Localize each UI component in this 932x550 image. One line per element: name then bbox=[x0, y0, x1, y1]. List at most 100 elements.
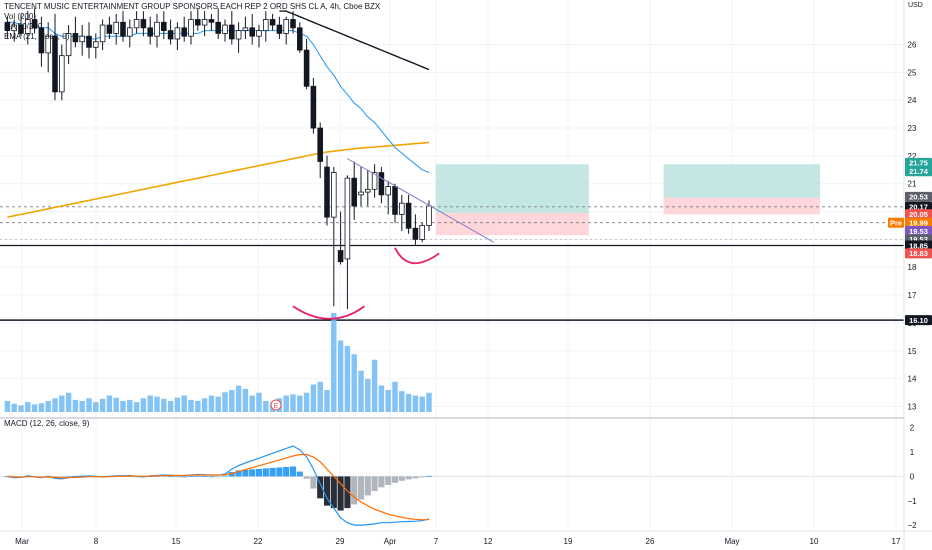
macd-histogram-bar bbox=[283, 466, 290, 477]
candle-body bbox=[120, 21, 126, 37]
candle-body bbox=[167, 30, 174, 40]
price-tag-label: 21.74 bbox=[909, 167, 929, 176]
ema-legend[interactable]: EMA (21, close, 0) bbox=[4, 32, 70, 41]
pre-market-badge bbox=[888, 217, 904, 228]
candle-body bbox=[242, 27, 249, 32]
volume-bar bbox=[93, 402, 99, 412]
ma200-path bbox=[7, 141, 430, 218]
volume-bars bbox=[4, 313, 432, 412]
macd-histogram-bar bbox=[208, 476, 215, 478]
volume-bar bbox=[18, 405, 24, 412]
earnings-marker bbox=[270, 399, 282, 411]
ma50-line bbox=[279, 10, 430, 71]
price-tag-box bbox=[905, 191, 932, 202]
ma-legend[interactable]: MA 50/200 bbox=[4, 22, 43, 31]
time-tick-label: 22 bbox=[254, 537, 263, 546]
time-tick-label: 19 bbox=[564, 537, 573, 546]
price-tick-label: 17 bbox=[908, 291, 917, 300]
macd-histogram-bar bbox=[215, 476, 222, 478]
price-tag-box bbox=[905, 315, 932, 326]
candle-body bbox=[385, 186, 391, 196]
volume-bar bbox=[378, 385, 385, 412]
candle-body bbox=[154, 21, 160, 37]
macd-histogram-bar bbox=[249, 469, 256, 477]
time-axis[interactable]: Mar 8 15 22 29 Apr 7 12 19 26 May 10 17 bbox=[0, 530, 932, 546]
volume-bar bbox=[405, 393, 412, 412]
candle-body bbox=[4, 21, 11, 32]
price-axis[interactable]: 1314151617181920212223242526210−1−221.75… bbox=[888, 0, 932, 550]
chart-title: TENCENT MUSIC ENTERTAINMENT GROUP SPONSO… bbox=[4, 2, 381, 11]
volume-bar bbox=[263, 401, 269, 412]
price-tick-label: 24 bbox=[908, 96, 917, 105]
candle-body bbox=[140, 19, 147, 29]
macd-histogram-bar bbox=[337, 476, 344, 511]
volume-legend[interactable]: Vol (200) bbox=[4, 12, 37, 21]
macd-histogram-bar bbox=[351, 476, 358, 505]
macd-histogram-bar bbox=[323, 476, 331, 506]
candle-body bbox=[337, 250, 344, 263]
volume-bar bbox=[351, 354, 357, 412]
price-tag-label: 18.85 bbox=[909, 241, 928, 250]
candle-body bbox=[59, 55, 65, 93]
volume-bar bbox=[25, 402, 31, 412]
candle-body bbox=[249, 27, 255, 37]
candle-body bbox=[161, 21, 167, 32]
ma200-line bbox=[7, 141, 430, 218]
candle-body bbox=[310, 85, 317, 129]
position-zones[interactable] bbox=[435, 164, 820, 236]
macd-histogram-bar bbox=[276, 467, 283, 477]
macd-histogram-bar bbox=[194, 475, 201, 477]
volume-bar bbox=[419, 396, 425, 412]
macd-pane bbox=[0, 417, 904, 526]
candle-body bbox=[99, 24, 106, 43]
candle-body bbox=[426, 205, 432, 226]
volume-bar bbox=[201, 398, 208, 412]
price-tag-label: 21.75 bbox=[909, 159, 928, 168]
volume-bar bbox=[99, 398, 106, 412]
macd-histogram-bar bbox=[364, 476, 371, 496]
candle-body bbox=[365, 188, 371, 193]
candle-body bbox=[222, 24, 228, 34]
earnings-marker-label: E bbox=[274, 403, 279, 410]
volume-bar bbox=[317, 381, 323, 412]
price-tag-box bbox=[905, 217, 932, 228]
macd-legend[interactable]: MACD (12, 26, close, 9) bbox=[4, 419, 90, 428]
volume-bar bbox=[337, 340, 344, 412]
candle-body bbox=[215, 21, 221, 34]
candle-body bbox=[195, 19, 201, 26]
macd-tick-label: −1 bbox=[907, 497, 917, 506]
time-tick-label: 15 bbox=[172, 537, 181, 546]
volume-bar bbox=[222, 392, 228, 412]
profit-zone bbox=[663, 164, 820, 198]
macd-histogram-bar bbox=[385, 476, 392, 485]
candle-body bbox=[399, 202, 405, 215]
horizontal-lines[interactable] bbox=[0, 206, 904, 321]
price-tag-box bbox=[905, 240, 932, 251]
time-tick-label: 7 bbox=[434, 537, 439, 546]
volume-bar bbox=[412, 395, 419, 412]
candle-body bbox=[181, 27, 187, 37]
macd-histogram-bar bbox=[65, 476, 72, 478]
macd-tick-label: 2 bbox=[910, 424, 915, 433]
time-tick-label: 26 bbox=[646, 537, 655, 546]
candle-body bbox=[38, 27, 45, 54]
bottom-arc bbox=[292, 305, 365, 320]
volume-bar bbox=[72, 399, 79, 412]
volume-bar bbox=[38, 403, 45, 412]
macd-histogram-bar bbox=[330, 476, 337, 509]
candle-body bbox=[378, 172, 385, 196]
bottom-arc bbox=[394, 247, 440, 264]
price-tag-label: 20.05 bbox=[909, 210, 928, 219]
macd-histogram-bar bbox=[425, 475, 433, 477]
macd-histogram-bar bbox=[255, 468, 263, 477]
macd-histogram-bar bbox=[269, 467, 276, 477]
volume-bar bbox=[310, 384, 317, 412]
volume-bar bbox=[106, 395, 113, 412]
macd-histogram-bar bbox=[391, 476, 399, 483]
candle-body bbox=[324, 166, 330, 218]
candle-body bbox=[79, 35, 85, 43]
user-drawings[interactable]: E bbox=[270, 158, 494, 411]
time-tick-label: Mar bbox=[15, 537, 29, 546]
volume-bar bbox=[113, 397, 119, 412]
